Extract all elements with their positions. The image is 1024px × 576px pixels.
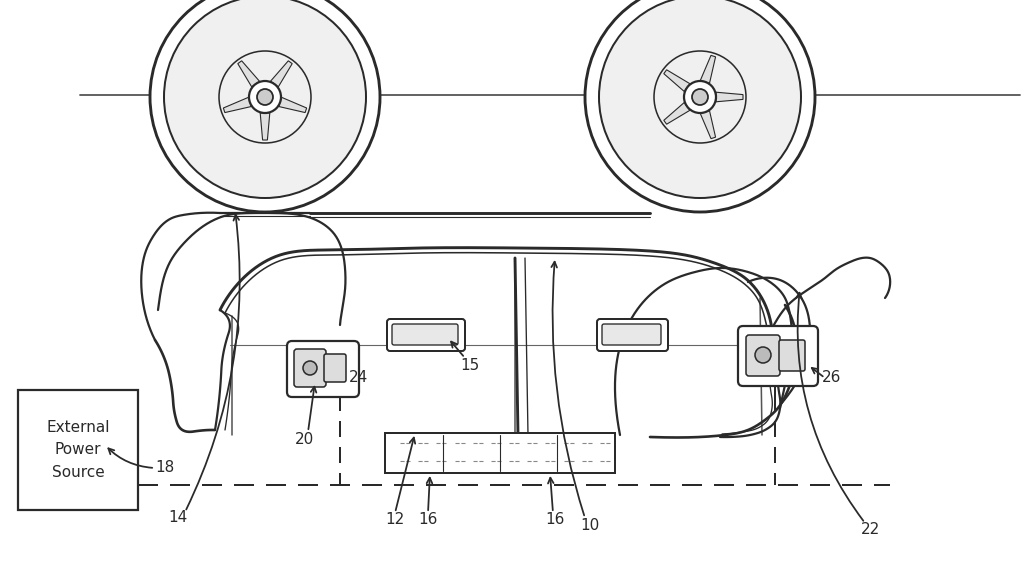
Circle shape [755, 347, 771, 363]
FancyBboxPatch shape [324, 354, 346, 382]
FancyBboxPatch shape [597, 319, 668, 351]
Polygon shape [270, 61, 292, 87]
Circle shape [303, 361, 317, 375]
FancyBboxPatch shape [287, 341, 359, 397]
Text: 26: 26 [822, 370, 842, 385]
FancyBboxPatch shape [746, 335, 780, 376]
Text: 14: 14 [168, 510, 187, 525]
FancyBboxPatch shape [387, 319, 465, 351]
Polygon shape [700, 55, 716, 84]
Text: 18: 18 [156, 460, 175, 476]
Polygon shape [716, 92, 743, 102]
Text: 24: 24 [348, 370, 368, 385]
Text: 16: 16 [546, 513, 564, 528]
FancyBboxPatch shape [779, 340, 805, 371]
FancyBboxPatch shape [392, 324, 458, 345]
Circle shape [585, 0, 815, 212]
Circle shape [249, 81, 281, 113]
Polygon shape [700, 111, 716, 139]
Circle shape [257, 89, 273, 105]
Bar [385, 433, 615, 473]
Polygon shape [260, 113, 269, 140]
FancyBboxPatch shape [294, 349, 326, 387]
Bar [18, 390, 138, 510]
Text: 22: 22 [860, 522, 880, 537]
Circle shape [150, 0, 380, 212]
Polygon shape [223, 97, 251, 112]
Polygon shape [664, 103, 690, 124]
FancyBboxPatch shape [738, 326, 818, 386]
Text: 16: 16 [419, 513, 437, 528]
Polygon shape [664, 70, 690, 92]
Circle shape [654, 51, 746, 143]
Circle shape [219, 51, 311, 143]
Circle shape [692, 89, 708, 105]
Text: External
Power
Source: External Power Source [46, 420, 110, 480]
Circle shape [599, 0, 801, 198]
Polygon shape [238, 61, 259, 87]
Text: 10: 10 [581, 517, 600, 532]
FancyBboxPatch shape [602, 324, 662, 345]
Text: 15: 15 [461, 358, 479, 373]
Circle shape [684, 81, 716, 113]
Text: 12: 12 [385, 513, 404, 528]
Circle shape [164, 0, 366, 198]
Polygon shape [279, 97, 306, 112]
Text: 20: 20 [295, 433, 314, 448]
